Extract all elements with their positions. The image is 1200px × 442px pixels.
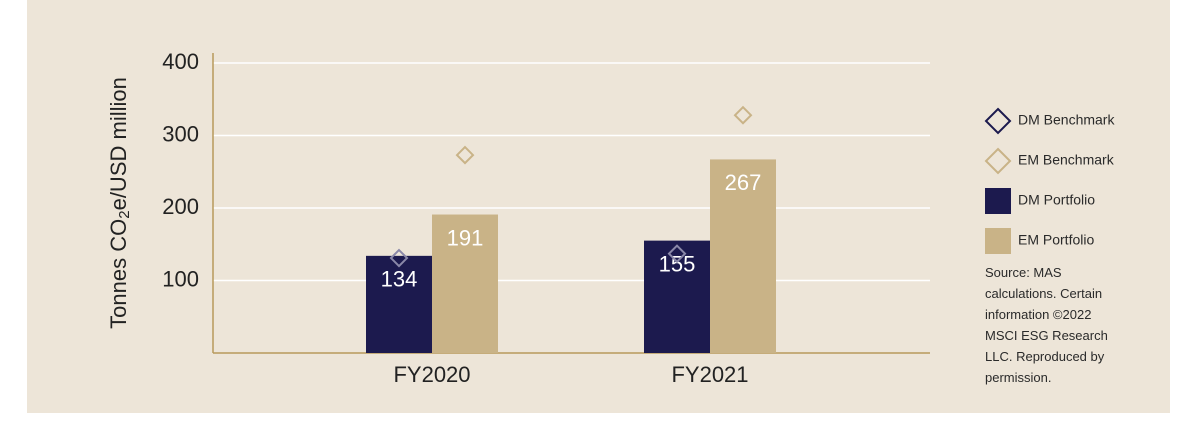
x-tick-label: FY2021 (671, 362, 748, 387)
benchmark-marker (733, 105, 753, 125)
x-tick-label: FY2020 (393, 362, 470, 387)
legend-label: DM Portfolio (1018, 192, 1095, 208)
legend-swatch (984, 107, 1012, 135)
y-axis-label: Tonnes CO2e/USD million (106, 77, 133, 329)
y-tick-label: 200 (162, 194, 199, 219)
bar-value-label: 155 (659, 251, 696, 276)
bar-value-label: 134 (381, 267, 418, 292)
panel (27, 0, 1170, 413)
legend-label: DM Benchmark (1018, 112, 1115, 128)
y-label-sub: 2 (116, 210, 133, 218)
y-tick-label: 400 (162, 49, 199, 74)
benchmark-marker (667, 244, 687, 264)
bar (710, 159, 776, 353)
bar (366, 255, 432, 353)
y-label-part: e/USD million (106, 77, 131, 210)
benchmark-marker (389, 248, 409, 268)
bar (432, 214, 498, 353)
bar-value-label: 191 (447, 225, 484, 250)
y-tick-label: 100 (162, 266, 199, 291)
legend-label: EM Benchmark (1018, 152, 1115, 168)
legend-swatch (985, 228, 1011, 254)
source-note: Source: MAS calculations. Certain inform… (985, 265, 1108, 385)
legend-swatch (984, 147, 1012, 175)
bar (644, 240, 710, 353)
y-label-part: Tonnes CO (106, 219, 131, 329)
y-tick-label: 300 (162, 121, 199, 146)
legend-label: EM Portfolio (1018, 232, 1094, 248)
bar-value-label: 267 (725, 170, 762, 195)
benchmark-marker (455, 145, 475, 165)
legend-swatch (985, 188, 1011, 214)
